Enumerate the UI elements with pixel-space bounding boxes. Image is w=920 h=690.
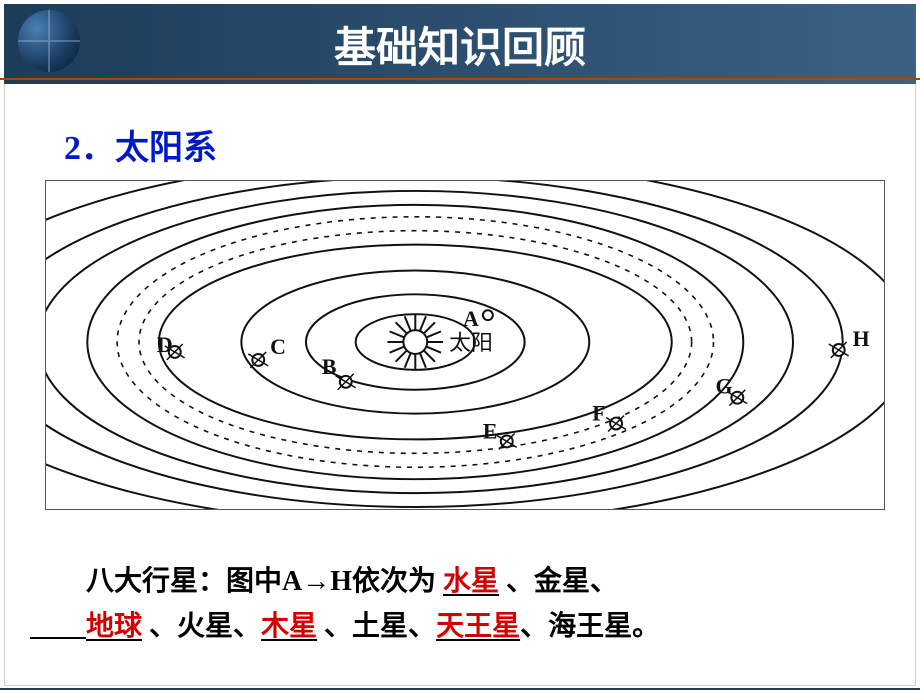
svg-text:D: D <box>157 333 173 357</box>
sep-2: 、火星、 <box>149 611 261 642</box>
svg-text:A: A <box>463 307 479 331</box>
planet-earth: 地球 <box>86 611 142 642</box>
title-text: 基础知识回顾 <box>334 26 586 72</box>
svg-text:E: E <box>483 419 498 443</box>
blank-earth: ____ <box>30 611 86 642</box>
header-underline <box>0 78 920 80</box>
svg-text:C: C <box>270 335 286 359</box>
para-lead: 八大行星：图中A→H依次为 <box>86 566 436 597</box>
svg-text:B: B <box>322 355 337 379</box>
planets-sentence: 八大行星：图中A→H依次为 水星 、金星、 ____地球 、火星、木星 、土星、… <box>30 560 890 650</box>
sep-1: 、金星、 <box>506 566 618 597</box>
planet-jupiter: 木星 <box>261 611 317 642</box>
heading-number: 2． <box>64 130 115 167</box>
sep-4: 、海王星。 <box>520 611 660 642</box>
planet-mercury: 水星 <box>443 566 499 597</box>
indent <box>30 566 86 597</box>
svg-text:F: F <box>592 402 605 426</box>
svg-text:H: H <box>853 327 870 351</box>
heading-text: 太阳系 <box>115 130 217 167</box>
planet-uranus: 天王星 <box>436 611 520 642</box>
svg-text:太阳: 太阳 <box>449 331 493 355</box>
svg-text:G: G <box>715 375 732 399</box>
solar-system-diagram: 太阳 A B C D E F G H <box>45 180 885 510</box>
slide-title: 基础知识回顾 <box>4 14 916 75</box>
slide-header: 基础知识回顾 <box>4 4 916 84</box>
sep-3: 、土星、 <box>324 611 436 642</box>
section-heading: 2．太阳系 <box>64 120 217 169</box>
diagram-svg: 太阳 A B C D E F G H <box>46 181 884 509</box>
